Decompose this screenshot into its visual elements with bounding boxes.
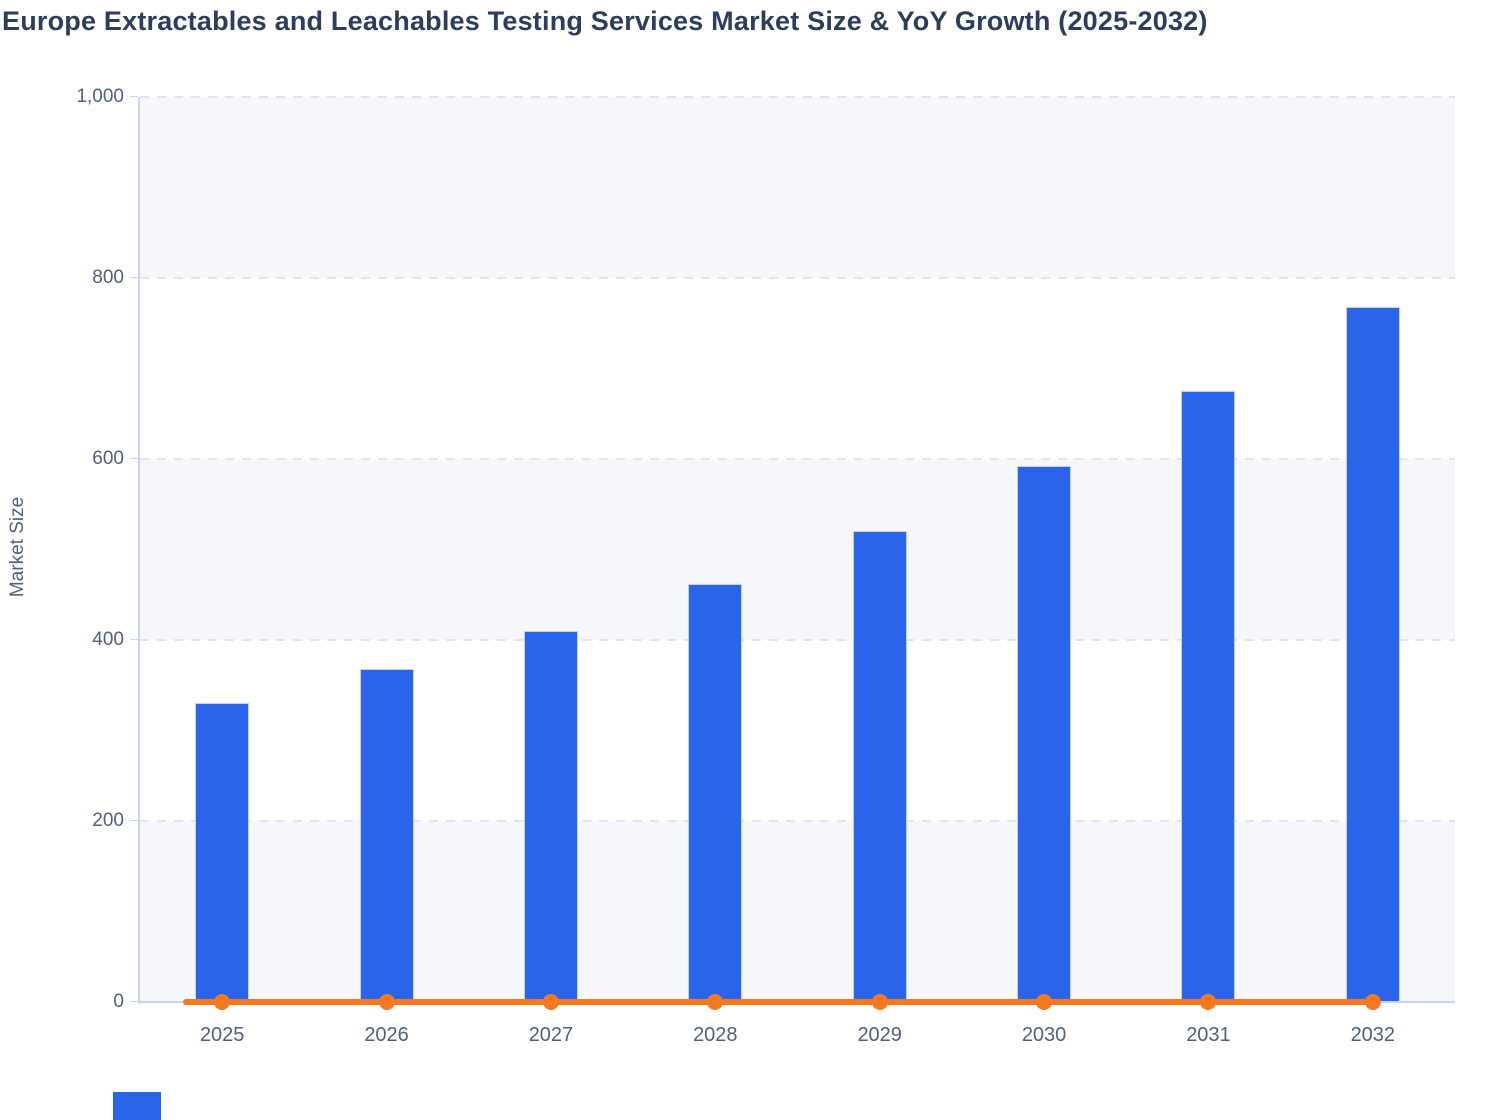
y-tick-label: 800: [92, 267, 124, 288]
gridline: [140, 96, 1455, 98]
y-tick-mark: [130, 458, 138, 459]
bar-2028: [688, 583, 743, 1002]
bar-2031: [1181, 391, 1236, 1002]
yoy-growth-line: [183, 999, 1378, 1005]
plot-band: [140, 97, 1455, 278]
gridline: [140, 820, 1455, 822]
yoy-growth-marker: [1200, 994, 1217, 1010]
y-tick-label: 200: [92, 810, 124, 831]
bar-2027: [523, 630, 578, 1002]
y-axis-line: [138, 97, 140, 1004]
x-tick-label: 2028: [693, 1024, 738, 1046]
y-tick-label: 0: [113, 991, 124, 1012]
y-axis-title: Market Size: [7, 496, 28, 598]
x-tick-label: 2030: [1021, 1024, 1067, 1046]
plot-band: [140, 821, 1455, 1002]
yoy-growth-marker: [542, 994, 559, 1010]
bar-2025: [195, 703, 250, 1002]
yoy-growth-marker: [378, 994, 395, 1010]
yoy-growth-marker: [1364, 994, 1381, 1010]
chart-title: Europe Extractables and Leachables Testi…: [2, 6, 1208, 36]
gridline: [140, 458, 1455, 460]
y-tick-mark: [130, 1001, 138, 1002]
x-tick-label: 2032: [1350, 1024, 1396, 1046]
yoy-growth-marker: [1036, 994, 1053, 1010]
bar-2030: [1017, 466, 1072, 1002]
y-tick-mark: [130, 639, 138, 640]
y-tick-mark: [130, 820, 138, 821]
gridline: [140, 639, 1455, 641]
x-tick-label: 2026: [364, 1024, 409, 1046]
yoy-growth-marker: [214, 994, 231, 1010]
y-tick-label: 1,000: [76, 86, 124, 107]
gridline: [140, 277, 1455, 279]
partial-blue-logo-rect: [113, 1092, 161, 1120]
x-tick-label: 2025: [199, 1024, 245, 1046]
y-tick-label: 400: [92, 629, 124, 650]
x-tick-label: 2029: [857, 1024, 902, 1046]
plot-band: [140, 459, 1455, 640]
yoy-growth-marker: [871, 994, 888, 1010]
x-tick-label: 2031: [1186, 1024, 1231, 1046]
bar-2032: [1345, 306, 1400, 1002]
yoy-growth-marker: [707, 994, 724, 1010]
y-tick-mark: [130, 96, 138, 97]
y-tick-label: 600: [92, 448, 124, 469]
bar-2029: [852, 531, 907, 1002]
y-tick-mark: [130, 277, 138, 278]
bar-2026: [359, 668, 414, 1002]
x-tick-label: 2027: [528, 1024, 574, 1046]
